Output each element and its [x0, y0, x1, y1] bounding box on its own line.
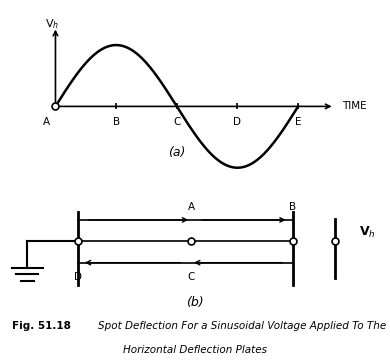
Text: TIME: TIME [342, 102, 367, 111]
Text: (a): (a) [168, 146, 186, 159]
Text: D: D [74, 272, 82, 282]
Text: B: B [113, 117, 120, 127]
Text: C: C [188, 272, 195, 282]
Text: C: C [173, 117, 181, 127]
Text: (b): (b) [186, 296, 204, 309]
Text: A: A [188, 202, 195, 212]
Text: D: D [234, 117, 241, 127]
Text: Horizontal Deflection Plates: Horizontal Deflection Plates [123, 345, 267, 355]
Text: A: A [43, 117, 50, 127]
Text: E: E [295, 117, 301, 127]
Text: B: B [289, 202, 296, 212]
Text: V$_h$: V$_h$ [44, 17, 58, 31]
Text: V$_h$: V$_h$ [359, 225, 376, 240]
Text: Fig. 51.18: Fig. 51.18 [12, 321, 71, 331]
Text: Spot Deflection For a Sinusoidal Voltage Applied To The: Spot Deflection For a Sinusoidal Voltage… [98, 321, 386, 331]
